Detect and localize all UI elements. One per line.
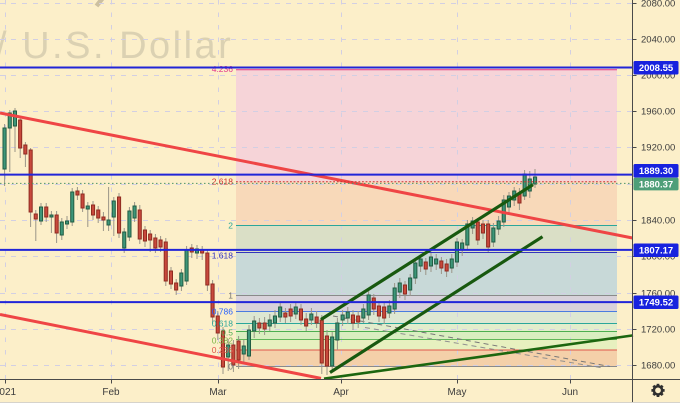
- svg-text:1880.37: 1880.37: [639, 180, 673, 191]
- svg-text:2040.00: 2040.00: [641, 35, 675, 46]
- svg-text:1.618: 1.618: [212, 251, 234, 261]
- svg-text:Feb: Feb: [102, 387, 120, 398]
- svg-text:1889.30: 1889.30: [639, 166, 673, 177]
- svg-text:0.236: 0.236: [212, 345, 234, 355]
- svg-text:1720.00: 1720.00: [641, 325, 675, 336]
- svg-text:0.382: 0.382: [212, 335, 234, 345]
- svg-text:1749.52: 1749.52: [639, 298, 673, 309]
- svg-text:1: 1: [228, 290, 233, 300]
- svg-text:1840.00: 1840.00: [641, 216, 675, 227]
- svg-text:1920.00: 1920.00: [641, 143, 675, 154]
- svg-text:2: 2: [228, 220, 233, 230]
- svg-text:0: 0: [228, 361, 233, 371]
- svg-text:0.786: 0.786: [212, 306, 234, 316]
- svg-text:1807.17: 1807.17: [639, 246, 673, 257]
- svg-text:Mar: Mar: [209, 387, 227, 398]
- svg-text:0.5: 0.5: [221, 327, 233, 337]
- svg-text:1760.00: 1760.00: [641, 289, 675, 300]
- svg-text:Jun: Jun: [562, 387, 578, 398]
- svg-text:2080.00: 2080.00: [641, 0, 675, 10]
- svg-text:/ U.S. Dollar: / U.S. Dollar: [0, 25, 233, 67]
- svg-text:1680.00: 1680.00: [641, 361, 675, 372]
- svg-text:May: May: [448, 387, 467, 398]
- svg-text:2008.55: 2008.55: [639, 63, 674, 74]
- svg-text:1960.00: 1960.00: [641, 107, 675, 118]
- svg-text:0.618: 0.618: [212, 318, 234, 328]
- svg-text:Apr: Apr: [333, 387, 349, 398]
- svg-text:2000.00: 2000.00: [641, 71, 675, 82]
- svg-text:4.236: 4.236: [212, 64, 234, 74]
- svg-text:2.618: 2.618: [212, 176, 234, 186]
